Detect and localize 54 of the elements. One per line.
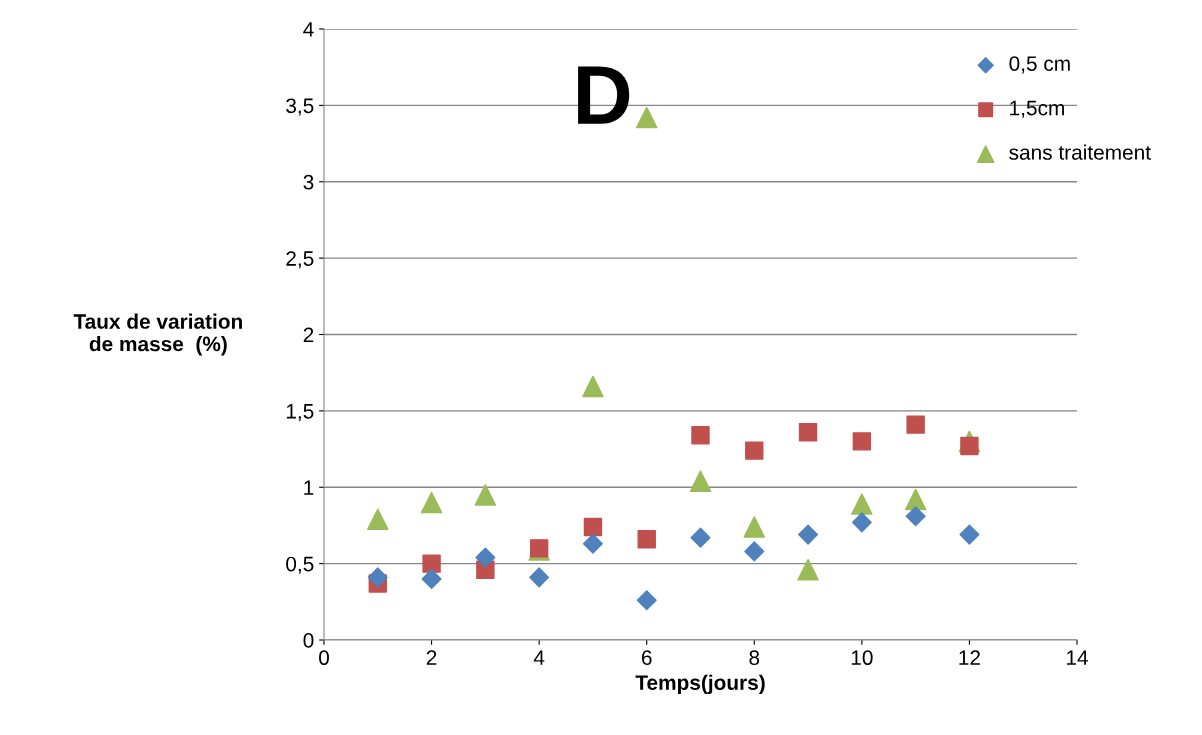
legend-label: 1,5cm xyxy=(1010,100,1064,118)
legend-label: 0,5 cm xyxy=(1009,56,1070,74)
x-tick-label: 8 xyxy=(749,650,760,666)
point xyxy=(637,529,656,549)
point xyxy=(422,554,441,573)
point xyxy=(798,524,819,545)
x-tick-label: 6 xyxy=(641,650,652,666)
x-tick-label: 12 xyxy=(959,650,980,665)
point xyxy=(797,558,819,581)
point xyxy=(529,567,550,588)
point xyxy=(421,568,442,589)
y-tick-label: 3 xyxy=(303,174,314,190)
point xyxy=(904,488,927,511)
x-axis-title: Temps(jours) xyxy=(635,674,765,695)
point xyxy=(743,516,766,538)
point xyxy=(420,491,443,514)
point xyxy=(474,484,497,506)
point xyxy=(691,426,710,445)
point xyxy=(851,512,872,533)
point xyxy=(852,432,872,451)
point xyxy=(905,506,926,527)
y-tick-label: 2,5 xyxy=(286,251,314,269)
annotation: D xyxy=(578,66,630,124)
y-tick-label: 4 xyxy=(303,22,314,37)
point xyxy=(635,106,658,129)
point xyxy=(690,527,711,548)
x-tick-label: 10 xyxy=(851,650,873,666)
x-tick-label: 0 xyxy=(319,650,329,666)
y-tick-label: 0 xyxy=(303,633,314,648)
point xyxy=(744,541,765,562)
point xyxy=(906,415,925,434)
point xyxy=(636,590,657,611)
point xyxy=(367,567,388,588)
point xyxy=(583,517,603,537)
y-tick-label: 0,5 xyxy=(286,556,314,574)
point xyxy=(960,436,979,456)
x-tick-label: 4 xyxy=(533,650,545,665)
y-tick-label: 2 xyxy=(303,327,314,343)
y-axis-title: Taux de variation de masse (%) xyxy=(73,313,242,356)
point xyxy=(851,493,873,515)
point xyxy=(798,423,818,442)
point xyxy=(689,470,712,492)
y-tick-label: 1 xyxy=(304,480,314,495)
point xyxy=(745,441,764,460)
legend-label: sans traitement xyxy=(1009,144,1151,160)
point xyxy=(475,547,496,568)
point xyxy=(367,508,389,531)
x-tick-label: 14 xyxy=(1067,650,1088,665)
y-tick-label: 3,5 xyxy=(286,98,314,116)
point xyxy=(959,524,980,545)
point xyxy=(582,533,603,554)
point xyxy=(582,375,604,398)
y-tick-label: 1,5 xyxy=(286,404,314,422)
x-tick-label: 2 xyxy=(426,650,437,665)
